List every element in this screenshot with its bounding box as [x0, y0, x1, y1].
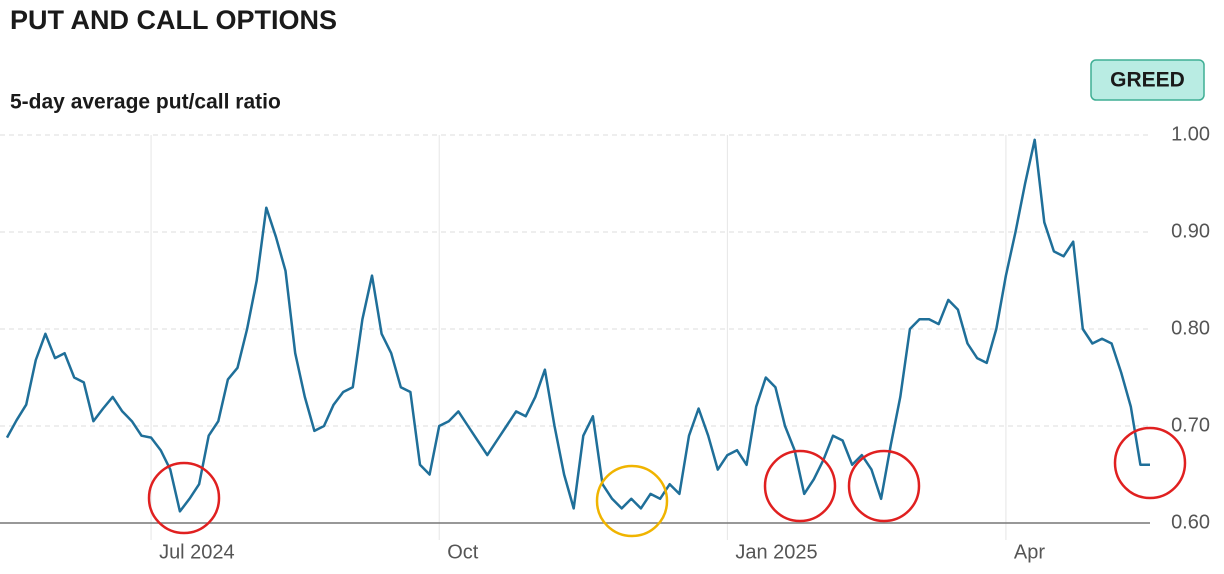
y-tick-label: 0.80: [1171, 317, 1210, 339]
annotations: [147, 426, 1187, 538]
x-tick-label: Apr: [1014, 541, 1045, 563]
annotation-circle: [147, 461, 221, 535]
chart-title: PUT AND CALL OPTIONS: [10, 5, 337, 35]
annotation-circle: [595, 464, 669, 538]
line-series: [5, 138, 1150, 513]
badge-box: [1090, 59, 1205, 101]
x-tick-label: Jan 2025: [735, 541, 817, 563]
annotation-circle: [847, 449, 921, 523]
y-tick-label: 0.60: [1171, 511, 1210, 533]
badge-label: GREED: [1110, 69, 1185, 92]
x-tick-label: Oct: [447, 541, 479, 563]
plot: Jul 2024 Oct Jan 2025 Apr 0.60 0.70 0.80 0.90 1.…: [0, 123, 1210, 563]
chart-subtitle: 5-day average put/call ratio: [10, 91, 281, 114]
x-tick-label: Jul 2024: [159, 541, 235, 563]
y-tick-label: 0.90: [1171, 220, 1210, 242]
annotation-circle: [763, 449, 837, 523]
annotation-circle: [1113, 426, 1187, 500]
y-tick-label: 1.00: [1171, 123, 1210, 145]
y-tick-label: 0.70: [1171, 414, 1210, 436]
